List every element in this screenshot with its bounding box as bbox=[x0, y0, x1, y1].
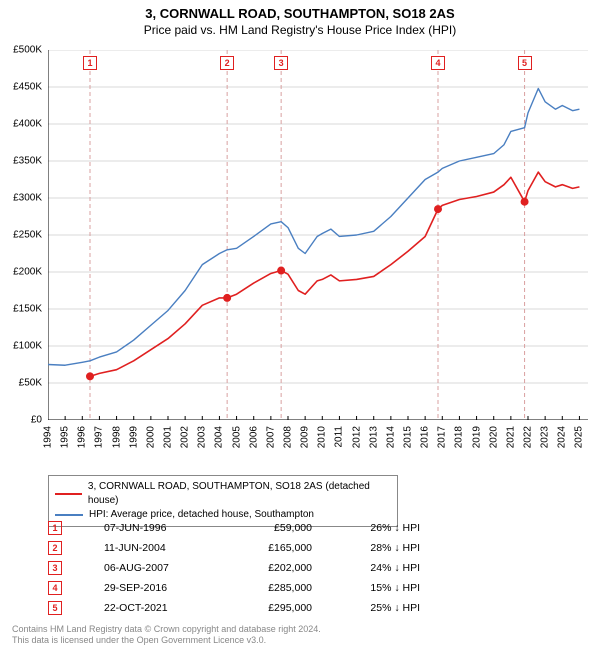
x-tick-label: 2015 bbox=[403, 426, 414, 448]
title-line2: Price paid vs. HM Land Registry's House … bbox=[0, 23, 600, 37]
y-tick-label: £300K bbox=[13, 193, 42, 204]
x-tick-label: 2012 bbox=[351, 426, 362, 448]
x-tick-label: 1997 bbox=[94, 426, 105, 448]
x-tick-label: 2000 bbox=[145, 426, 156, 448]
x-tick-label: 2005 bbox=[231, 426, 242, 448]
legend-label: 3, CORNWALL ROAD, SOUTHAMPTON, SO18 2AS … bbox=[88, 480, 391, 508]
x-tick-label: 1995 bbox=[60, 426, 71, 448]
sale-row: 1 07-JUN-1996 £59,000 26% ↓ HPI bbox=[48, 518, 420, 538]
y-axis-labels: £0£50K£100K£150K£200K£250K£300K£350K£400… bbox=[0, 50, 46, 420]
y-tick-label: £50K bbox=[19, 378, 42, 389]
sale-date: 06-AUG-2007 bbox=[104, 562, 204, 574]
sale-marker-1: 1 bbox=[83, 56, 97, 70]
y-tick-label: £200K bbox=[13, 267, 42, 278]
sale-number-box: 5 bbox=[48, 601, 62, 615]
sale-marker-2: 2 bbox=[220, 56, 234, 70]
sale-marker-5: 5 bbox=[518, 56, 532, 70]
sale-number-box: 1 bbox=[48, 521, 62, 535]
x-tick-label: 2007 bbox=[265, 426, 276, 448]
x-tick-label: 2020 bbox=[488, 426, 499, 448]
x-tick-label: 2016 bbox=[420, 426, 431, 448]
sale-diff: 24% ↓ HPI bbox=[330, 562, 420, 574]
y-tick-label: £400K bbox=[13, 119, 42, 130]
legend-swatch bbox=[55, 493, 82, 495]
x-tick-label: 2009 bbox=[300, 426, 311, 448]
x-tick-label: 2006 bbox=[248, 426, 259, 448]
x-tick-label: 2018 bbox=[454, 426, 465, 448]
footer-line2: This data is licensed under the Open Gov… bbox=[12, 635, 321, 646]
y-tick-label: £0 bbox=[31, 415, 42, 426]
x-tick-label: 2004 bbox=[214, 426, 225, 448]
x-tick-label: 1994 bbox=[43, 426, 54, 448]
title-line1: 3, CORNWALL ROAD, SOUTHAMPTON, SO18 2AS bbox=[0, 6, 600, 21]
chart-area: 1 2 3 4 5 bbox=[48, 50, 588, 420]
sale-date: 07-JUN-1996 bbox=[104, 522, 204, 534]
chart-titles: 3, CORNWALL ROAD, SOUTHAMPTON, SO18 2AS … bbox=[0, 0, 600, 37]
x-tick-label: 2003 bbox=[197, 426, 208, 448]
sale-row: 3 06-AUG-2007 £202,000 24% ↓ HPI bbox=[48, 558, 420, 578]
x-tick-label: 2014 bbox=[385, 426, 396, 448]
x-tick-label: 2023 bbox=[540, 426, 551, 448]
x-tick-label: 2025 bbox=[574, 426, 585, 448]
x-tick-label: 2024 bbox=[557, 426, 568, 448]
x-tick-label: 2001 bbox=[163, 426, 174, 448]
sale-row: 4 29-SEP-2016 £285,000 15% ↓ HPI bbox=[48, 578, 420, 598]
sale-number-box: 2 bbox=[48, 541, 62, 555]
sale-diff: 26% ↓ HPI bbox=[330, 522, 420, 534]
footer: Contains HM Land Registry data © Crown c… bbox=[12, 624, 321, 647]
sale-row: 2 11-JUN-2004 £165,000 28% ↓ HPI bbox=[48, 538, 420, 558]
sale-number-box: 4 bbox=[48, 581, 62, 595]
x-tick-label: 1998 bbox=[111, 426, 122, 448]
y-tick-label: £500K bbox=[13, 45, 42, 56]
sales-table: 1 07-JUN-1996 £59,000 26% ↓ HPI 2 11-JUN-2004… bbox=[48, 518, 420, 618]
sale-price: £165,000 bbox=[222, 542, 312, 554]
sale-date: 29-SEP-2016 bbox=[104, 582, 204, 594]
x-axis-labels: 1994199519961997199819992000200120022003… bbox=[48, 422, 588, 472]
y-tick-label: £450K bbox=[13, 82, 42, 93]
sale-diff: 28% ↓ HPI bbox=[330, 542, 420, 554]
chart-svg bbox=[48, 50, 588, 420]
x-tick-label: 2010 bbox=[317, 426, 328, 448]
y-tick-label: £100K bbox=[13, 341, 42, 352]
x-tick-label: 2019 bbox=[471, 426, 482, 448]
sale-date: 22-OCT-2021 bbox=[104, 602, 204, 614]
sale-diff: 25% ↓ HPI bbox=[330, 602, 420, 614]
x-tick-label: 2022 bbox=[523, 426, 534, 448]
sale-row: 5 22-OCT-2021 £295,000 25% ↓ HPI bbox=[48, 598, 420, 618]
x-tick-label: 2013 bbox=[368, 426, 379, 448]
sale-price: £59,000 bbox=[222, 522, 312, 534]
x-tick-label: 2017 bbox=[437, 426, 448, 448]
legend-swatch bbox=[55, 514, 83, 516]
sale-marker-3: 3 bbox=[274, 56, 288, 70]
sale-price: £202,000 bbox=[222, 562, 312, 574]
y-tick-label: £150K bbox=[13, 304, 42, 315]
y-tick-label: £350K bbox=[13, 156, 42, 167]
x-tick-label: 1996 bbox=[77, 426, 88, 448]
x-tick-label: 2008 bbox=[283, 426, 294, 448]
sale-marker-4: 4 bbox=[431, 56, 445, 70]
x-tick-label: 2021 bbox=[505, 426, 516, 448]
x-tick-label: 2002 bbox=[180, 426, 191, 448]
x-tick-label: 2011 bbox=[334, 426, 345, 448]
sale-diff: 15% ↓ HPI bbox=[330, 582, 420, 594]
legend-item: 3, CORNWALL ROAD, SOUTHAMPTON, SO18 2AS … bbox=[55, 480, 391, 508]
sale-price: £295,000 bbox=[222, 602, 312, 614]
x-tick-label: 1999 bbox=[128, 426, 139, 448]
sale-price: £285,000 bbox=[222, 582, 312, 594]
sale-number-box: 3 bbox=[48, 561, 62, 575]
sale-date: 11-JUN-2004 bbox=[104, 542, 204, 554]
y-tick-label: £250K bbox=[13, 230, 42, 241]
footer-line1: Contains HM Land Registry data © Crown c… bbox=[12, 624, 321, 635]
